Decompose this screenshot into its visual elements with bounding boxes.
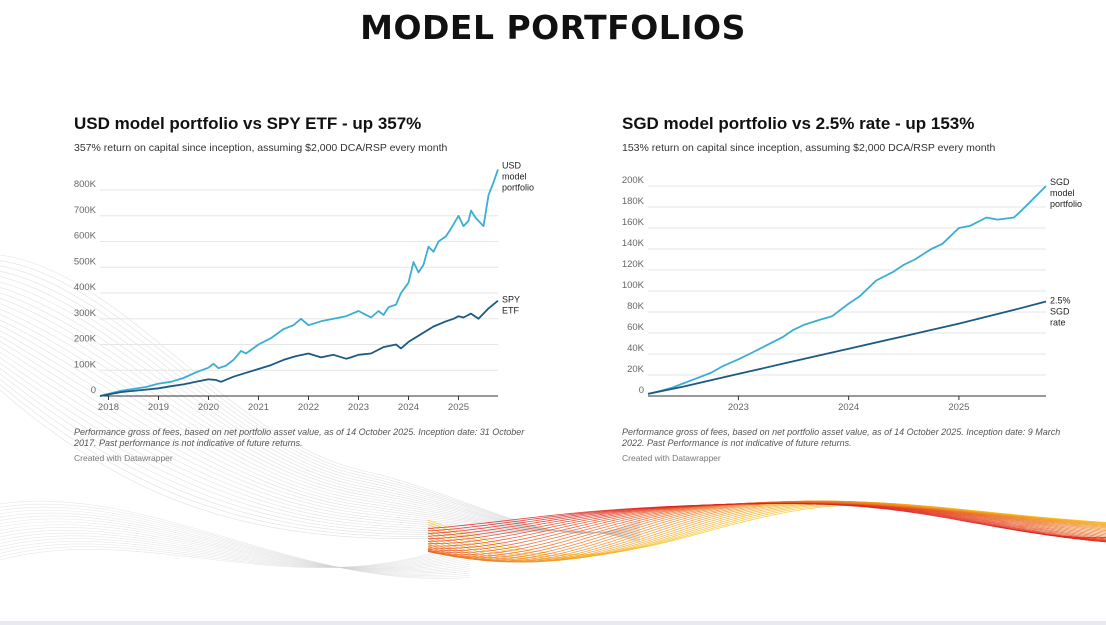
series-label-line: SPY — [502, 295, 520, 305]
y-tick-label: 40K — [627, 343, 645, 354]
series-label-line: portfolio — [502, 182, 534, 192]
y-tick-label: 60K — [627, 322, 645, 333]
gray-wave-line — [0, 518, 471, 572]
x-tick-label: 2021 — [248, 402, 269, 413]
sgd-chart-credit[interactable]: Created with Datawrapper — [622, 453, 721, 463]
sgd-chart-subtitle: 153% return on capital since inception, … — [622, 142, 996, 154]
gray-wave-line — [0, 538, 471, 568]
series-label-line: 2.5% — [1050, 296, 1071, 306]
gray-wave-line — [0, 524, 471, 570]
x-tick-label: 2020 — [198, 402, 219, 413]
gray-wave-line — [0, 539, 471, 568]
usd-chart-subtitle: 357% return on capital since inception, … — [74, 142, 448, 154]
gray-wave-line — [0, 515, 471, 573]
orange-red-wave-ribbon — [427, 500, 1106, 563]
x-tick-label: 2025 — [448, 402, 469, 413]
y-tick-label: 800K — [74, 179, 97, 190]
x-tick-label: 2024 — [838, 402, 859, 413]
y-tick-label: 140K — [622, 238, 645, 249]
gray-wave-line — [0, 509, 471, 575]
series-label-line: ETF — [502, 306, 520, 316]
y-tick-label: 100K — [622, 280, 645, 291]
sgd-line-chart: 0 20K 40K 60K 80K 100K 120K 140K 160K 180K 200K 202… — [622, 175, 1082, 413]
series-line-0 — [647, 185, 1047, 395]
gray-wave-line — [0, 527, 471, 570]
usd-chart-panel: USD model portfolio vs SPY ETF - up 357%… — [74, 114, 544, 463]
series-line-1 — [99, 300, 499, 397]
y-tick-label: 0 — [91, 385, 96, 396]
y-tick-label: 20K — [627, 364, 645, 375]
page-title: MODEL PORTFOLIOS — [360, 8, 746, 47]
y-tick-label: 300K — [74, 308, 97, 319]
y-tick-label: 180K — [622, 196, 645, 207]
gray-wave-line — [0, 529, 471, 569]
y-tick-label: 200K — [622, 175, 645, 186]
y-tick-label: 80K — [627, 301, 645, 312]
footer-bar — [0, 621, 1106, 625]
x-tick-label: 2022 — [298, 402, 319, 413]
y-tick-label: 700K — [74, 205, 97, 216]
x-tick-label: 2018 — [98, 402, 119, 413]
y-tick-label: 160K — [622, 217, 645, 228]
sgd-chart-title: SGD model portfolio vs 2.5% rate - up 15… — [622, 114, 975, 133]
series-label-line: model — [502, 171, 527, 181]
x-tick-label: 2024 — [398, 402, 419, 413]
gray-wave-line — [0, 540, 471, 568]
x-tick-label: 2019 — [148, 402, 169, 413]
series-label-line: model — [1050, 188, 1075, 198]
x-tick-label: 2025 — [948, 402, 969, 413]
series-label-line: portfolio — [1050, 199, 1082, 209]
gray-wave-line — [0, 535, 471, 568]
usd-line-chart: 0 100K 200K 300K 400K 500K 600K 700K 800K 2018 201… — [74, 160, 534, 413]
series-label-line: rate — [1050, 318, 1066, 328]
series-label-line: SGD — [1050, 177, 1070, 187]
y-tick-label: 120K — [622, 259, 645, 270]
series-line-1 — [647, 300, 1047, 395]
usd-chart-credit[interactable]: Created with Datawrapper — [74, 453, 173, 463]
y-tick-label: 200K — [74, 334, 97, 345]
usd-chart-title: USD model portfolio vs SPY ETF - up 357% — [74, 114, 422, 133]
gray-wave-line — [0, 532, 471, 569]
gray-wave-line — [0, 503, 471, 578]
y-tick-label: 600K — [74, 231, 97, 242]
sgd-chart-panel: SGD model portfolio vs 2.5% rate - up 15… — [622, 114, 1092, 463]
usd-chart-note: Performance gross of fees, based on net … — [74, 427, 525, 448]
gray-wave-line — [0, 512, 471, 574]
series-label-line: USD — [502, 160, 522, 170]
gray-wave-line — [0, 500, 471, 579]
gray-wave-line — [0, 543, 471, 568]
gray-wave-line — [0, 541, 471, 568]
gray-wave-line — [0, 521, 471, 571]
y-tick-label: 500K — [74, 256, 97, 267]
series-line-0 — [99, 169, 499, 397]
x-tick-label: 2023 — [348, 402, 369, 413]
gray-wave-line — [0, 506, 471, 576]
gray-wave-lines — [0, 254, 641, 579]
y-tick-label: 100K — [74, 359, 97, 370]
y-tick-label: 0 — [639, 385, 644, 396]
sgd-chart-note: Performance gross of fees, based on net … — [622, 427, 1061, 448]
x-tick-label: 2023 — [728, 402, 749, 413]
color-wave-line — [427, 503, 1106, 538]
y-tick-label: 400K — [74, 282, 97, 293]
series-label-line: SGD — [1050, 307, 1070, 317]
